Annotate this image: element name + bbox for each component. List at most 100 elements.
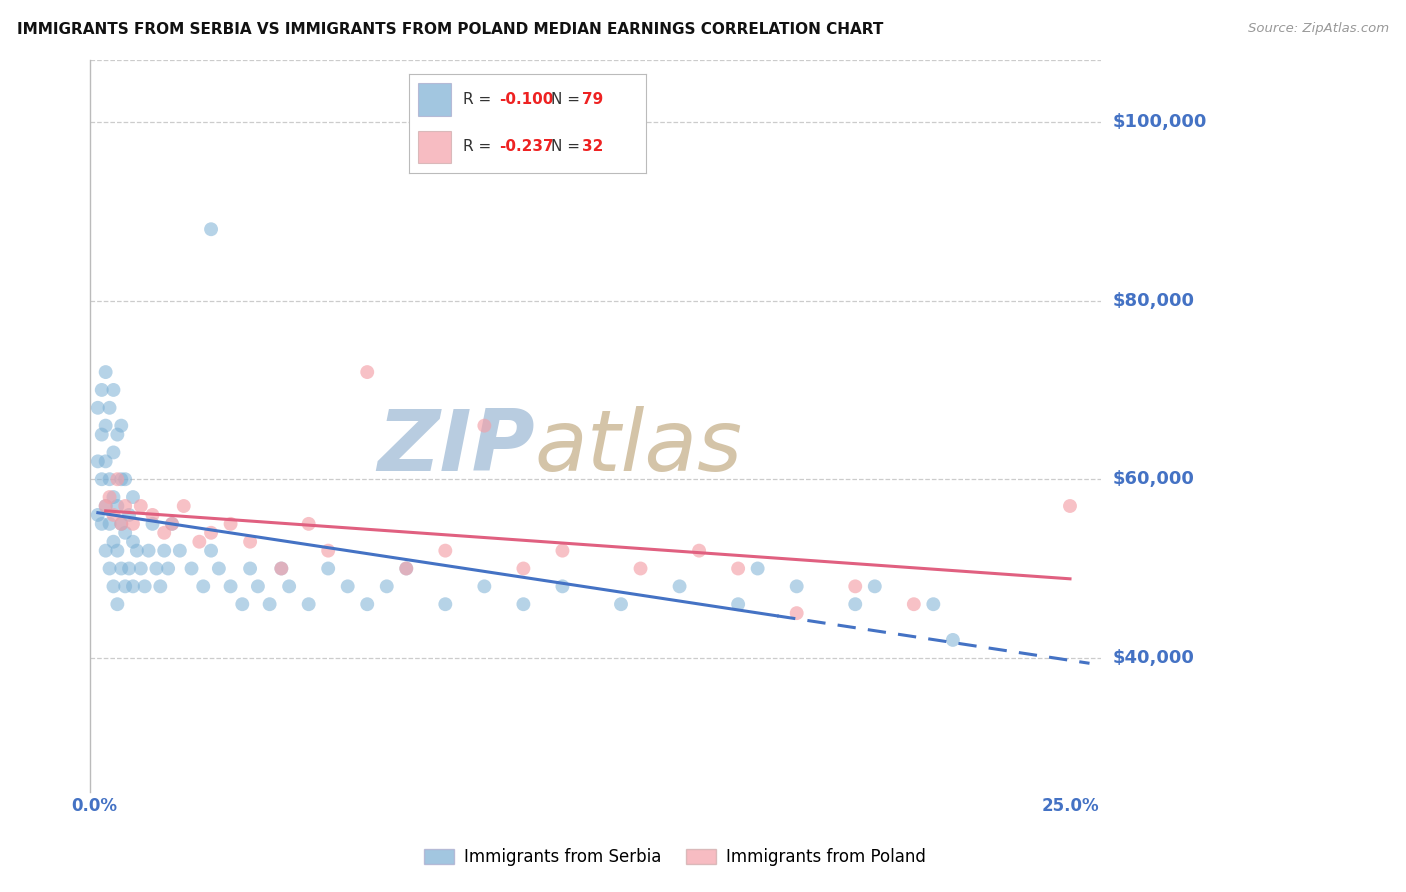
Point <box>316 543 339 558</box>
Point <box>180 561 202 575</box>
Point <box>472 579 495 593</box>
Point <box>863 579 886 593</box>
Point <box>169 543 191 558</box>
Point <box>114 579 136 593</box>
Point <box>231 597 253 611</box>
Point <box>270 561 292 575</box>
Point <box>125 543 148 558</box>
Point <box>90 472 112 486</box>
Point <box>551 543 574 558</box>
Text: $80,000: $80,000 <box>1114 292 1195 310</box>
Point <box>844 579 866 593</box>
Point <box>90 383 112 397</box>
Point <box>239 561 262 575</box>
Point <box>512 561 534 575</box>
Point <box>138 543 160 558</box>
Point <box>688 543 710 558</box>
Point <box>903 597 925 611</box>
Point <box>200 525 222 540</box>
Point <box>356 365 378 379</box>
Point <box>105 427 128 442</box>
Point <box>98 401 121 415</box>
Point <box>786 606 808 620</box>
Point <box>153 543 176 558</box>
Point <box>94 543 117 558</box>
Point <box>270 561 292 575</box>
Point <box>668 579 690 593</box>
Point <box>98 490 121 504</box>
Point <box>118 508 141 522</box>
Point <box>105 543 128 558</box>
Point <box>141 508 163 522</box>
Point <box>122 579 145 593</box>
Text: $40,000: $40,000 <box>1114 648 1195 667</box>
Text: $60,000: $60,000 <box>1114 470 1195 488</box>
Text: $100,000: $100,000 <box>1114 113 1208 131</box>
Point <box>94 499 117 513</box>
Point <box>103 445 125 459</box>
Point <box>94 418 117 433</box>
Point <box>114 499 136 513</box>
Point <box>512 597 534 611</box>
Point <box>200 222 222 236</box>
Point <box>259 597 281 611</box>
Point <box>149 579 172 593</box>
Point <box>239 534 262 549</box>
Point <box>103 490 125 504</box>
Point <box>356 597 378 611</box>
Point <box>145 561 167 575</box>
Point <box>134 579 156 593</box>
Point <box>103 383 125 397</box>
Point <box>551 579 574 593</box>
Point <box>922 597 945 611</box>
Point <box>129 561 152 575</box>
Point <box>103 508 125 522</box>
Point <box>630 561 652 575</box>
Point <box>87 401 110 415</box>
Point <box>110 472 132 486</box>
Text: Source: ZipAtlas.com: Source: ZipAtlas.com <box>1249 22 1389 36</box>
Point <box>434 597 457 611</box>
Point <box>103 534 125 549</box>
Point <box>942 632 965 647</box>
Text: IMMIGRANTS FROM SERBIA VS IMMIGRANTS FROM POLAND MEDIAN EARNINGS CORRELATION CHA: IMMIGRANTS FROM SERBIA VS IMMIGRANTS FRO… <box>17 22 883 37</box>
Point <box>94 499 117 513</box>
Point <box>747 561 769 575</box>
Point <box>278 579 301 593</box>
Point <box>110 418 132 433</box>
Point <box>129 499 152 513</box>
Point <box>786 579 808 593</box>
Point <box>208 561 231 575</box>
Point <box>153 525 176 540</box>
Point <box>157 561 180 575</box>
Point <box>98 561 121 575</box>
Legend: Immigrants from Serbia, Immigrants from Poland: Immigrants from Serbia, Immigrants from … <box>418 842 932 873</box>
Point <box>114 525 136 540</box>
Text: ZIP: ZIP <box>377 406 534 489</box>
Point <box>110 516 132 531</box>
Point <box>610 597 633 611</box>
Point <box>110 561 132 575</box>
Point <box>105 597 128 611</box>
Point <box>98 472 121 486</box>
Point <box>114 472 136 486</box>
Point <box>105 499 128 513</box>
Point <box>94 365 117 379</box>
Point <box>160 516 183 531</box>
Text: atlas: atlas <box>534 406 742 489</box>
Point <box>375 579 398 593</box>
Point <box>336 579 359 593</box>
Point <box>90 516 112 531</box>
Point <box>122 516 145 531</box>
Point <box>98 516 121 531</box>
Point <box>160 516 183 531</box>
Point <box>118 561 141 575</box>
Point <box>103 579 125 593</box>
Point <box>246 579 269 593</box>
Point <box>188 534 211 549</box>
Point <box>395 561 418 575</box>
Point <box>141 516 163 531</box>
Point <box>90 427 112 442</box>
Point <box>87 454 110 468</box>
Point <box>219 516 242 531</box>
